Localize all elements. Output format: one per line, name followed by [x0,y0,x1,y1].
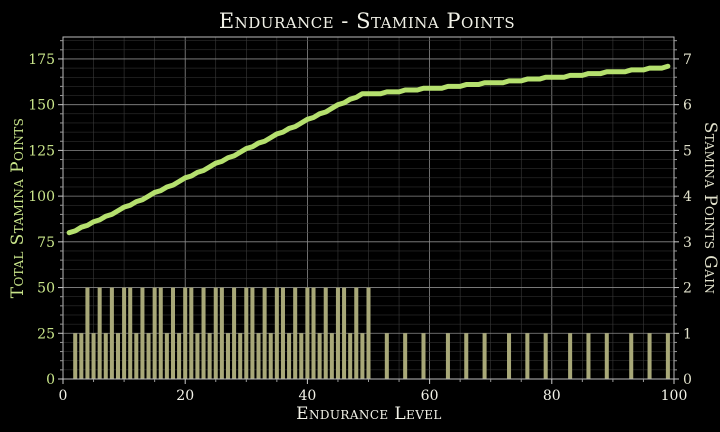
gain-bar [238,333,243,379]
right-tick-label: 3 [683,235,692,251]
left-tick-label: 175 [28,52,55,68]
gain-bar [97,287,102,379]
gain-bar [482,333,487,379]
gain-bar [384,333,389,379]
gain-bar [507,333,512,379]
gain-bar [280,287,285,379]
gain-bar [311,287,316,379]
gain-bar [256,333,261,379]
gain-bar [464,333,469,379]
gain-bar [250,287,255,379]
left-tick-label: 75 [37,235,55,251]
gain-bar [213,287,218,379]
gain-bar [543,333,548,379]
gain-bar [146,333,151,379]
gain-bar [665,333,670,379]
x-tick-label: 0 [59,388,68,404]
grid [62,37,675,379]
x-tick-label: 40 [298,388,316,404]
gain-bar [274,287,279,379]
gain-bar [299,333,304,379]
left-tick-label: 50 [37,281,55,297]
gain-bar [134,333,139,379]
gain-bar [293,287,298,379]
chart-title: Endurance - Stamina Points [219,9,515,33]
gain-bar [207,333,212,379]
right-tick-label: 5 [683,143,692,159]
gain-bar [152,287,157,379]
x-axis-ticks: 0 20 40 60 80 100 [59,379,688,404]
right-tick-label: 7 [683,52,692,68]
gain-bar [354,287,359,379]
gain-bar [232,287,237,379]
left-tick-label: 25 [37,326,55,342]
right-tick-label: 2 [683,281,692,297]
gain-bar [568,333,573,379]
gain-bar [177,333,182,379]
gain-bar [183,287,188,379]
gain-bar [305,287,310,379]
left-axis-label: Total Stamina Points [8,118,28,299]
left-tick-label: 0 [46,372,55,388]
gain-bar [403,333,408,379]
gain-bar [323,287,328,379]
x-axis-label: Endurance Level [296,404,442,424]
gain-bar [195,333,200,379]
gain-bar [164,333,169,379]
x-tick-label: 100 [661,388,688,404]
gain-bar [103,333,108,379]
gain-bar [586,333,591,379]
x-tick-label: 60 [421,388,439,404]
gain-bar [525,333,530,379]
gain-bar [201,287,206,379]
gain-bar [366,287,371,379]
gain-bars [73,287,670,379]
gain-bar [317,333,322,379]
gain-bar [122,287,127,379]
gain-bar [604,333,609,379]
left-axis-ticks: 0 25 50 75 100 125 150 175 [28,40,63,388]
gain-bar [225,333,230,379]
gain-bar [79,333,84,379]
gain-bar [158,287,163,379]
gain-bar [445,333,450,379]
gain-bar [287,333,292,379]
left-tick-label: 150 [28,98,55,114]
gain-bar [109,287,114,379]
gain-bar [128,287,133,379]
gain-bar [85,287,90,379]
gain-bar [647,333,652,379]
gain-bar [115,333,121,379]
right-tick-label: 4 [683,189,692,205]
x-tick-label: 20 [176,388,194,404]
gain-bar [140,287,145,379]
left-tick-label: 100 [28,189,55,205]
gain-bar [329,333,334,379]
gain-bar [91,333,96,379]
left-tick-label: 125 [28,143,55,159]
right-axis-ticks: 0 1 2 3 4 5 6 7 [674,40,692,388]
x-tick-label: 80 [543,388,561,404]
gain-bar [421,333,426,379]
gain-bar [335,287,340,379]
gain-bar [189,287,194,379]
right-axis-label: Stamina Points Gain [700,122,720,295]
gain-bar [244,287,249,379]
right-tick-label: 0 [683,372,692,388]
gain-bar [268,333,273,379]
gain-bar [262,287,267,379]
gain-bar [360,333,365,379]
gain-bar [170,287,175,379]
total-stamina-line [66,63,671,236]
right-tick-label: 6 [683,98,692,114]
gain-bar [629,333,634,379]
gain-bar [342,287,347,379]
gain-bar [219,287,224,379]
gain-bar [348,333,353,379]
right-tick-label: 1 [683,326,692,342]
total-line-layer [66,63,671,236]
gain-bar [73,333,78,379]
